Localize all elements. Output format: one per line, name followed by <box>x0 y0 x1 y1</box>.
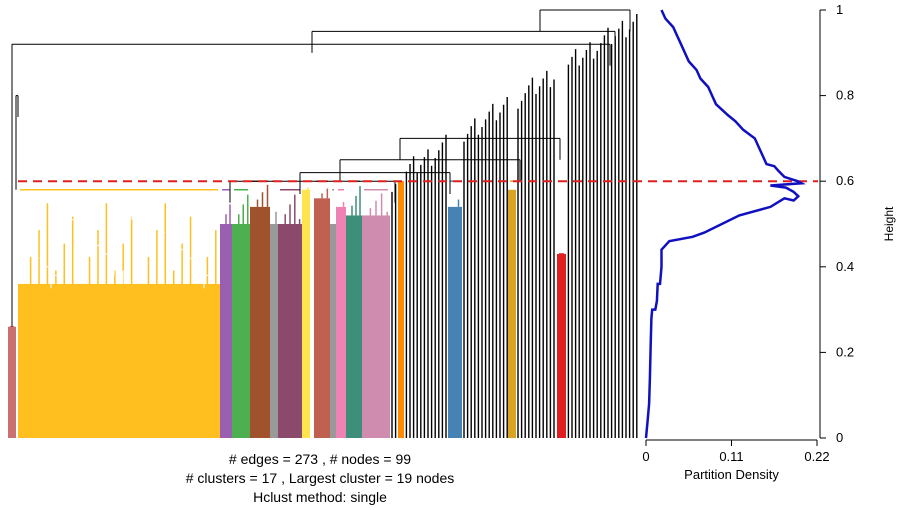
cluster-block-13 <box>362 215 390 438</box>
y-axis-label: Height <box>882 206 896 241</box>
x-tick-label: 0.11 <box>719 449 743 464</box>
cluster-block-5 <box>250 206 270 438</box>
x-tick-label: 0.22 <box>804 449 829 464</box>
cluster-block-8 <box>302 189 310 438</box>
y-tick-label: 1 <box>836 2 843 17</box>
y-tick-label: 0 <box>836 430 843 445</box>
cluster-block-6 <box>270 224 278 438</box>
cluster-block-15 <box>448 206 462 438</box>
cluster-block-7 <box>278 224 302 438</box>
y-tick-label: 0.6 <box>836 173 854 188</box>
partition-density-line <box>644 9 806 439</box>
partition-density-plot: 0 0.11 0.22 Partition Density 0 0.2 0.4 0.6 0.8 1… <box>642 2 896 482</box>
cluster-block-9 <box>314 198 330 438</box>
cluster-block-12 <box>346 215 362 438</box>
x-axis-label: Partition Density <box>684 467 779 482</box>
cluster-block-4 <box>232 224 250 438</box>
cluster-block-16 <box>508 189 516 438</box>
cluster-block-2 <box>18 283 220 438</box>
cluster-block-3 <box>220 224 232 438</box>
cluster-block-10 <box>330 224 336 438</box>
cluster-block-14 <box>398 181 404 438</box>
cluster-block-1 <box>8 326 16 438</box>
cluster-block-17 <box>557 253 566 438</box>
y-tick-label: 0.2 <box>836 344 854 359</box>
x-tick-label: 0 <box>642 449 649 464</box>
y-tick-label: 0.4 <box>836 259 854 274</box>
cluster-block-11 <box>336 206 346 438</box>
hclust-method-stat: Hclust method: single <box>253 489 387 505</box>
dendrogram <box>8 9 638 438</box>
clusters-stat: # clusters = 17 , Largest cluster = 19 n… <box>185 470 455 486</box>
edges-nodes-stat: # edges = 273 , # nodes = 99 <box>228 451 412 467</box>
y-tick-label: 0.8 <box>836 88 854 103</box>
